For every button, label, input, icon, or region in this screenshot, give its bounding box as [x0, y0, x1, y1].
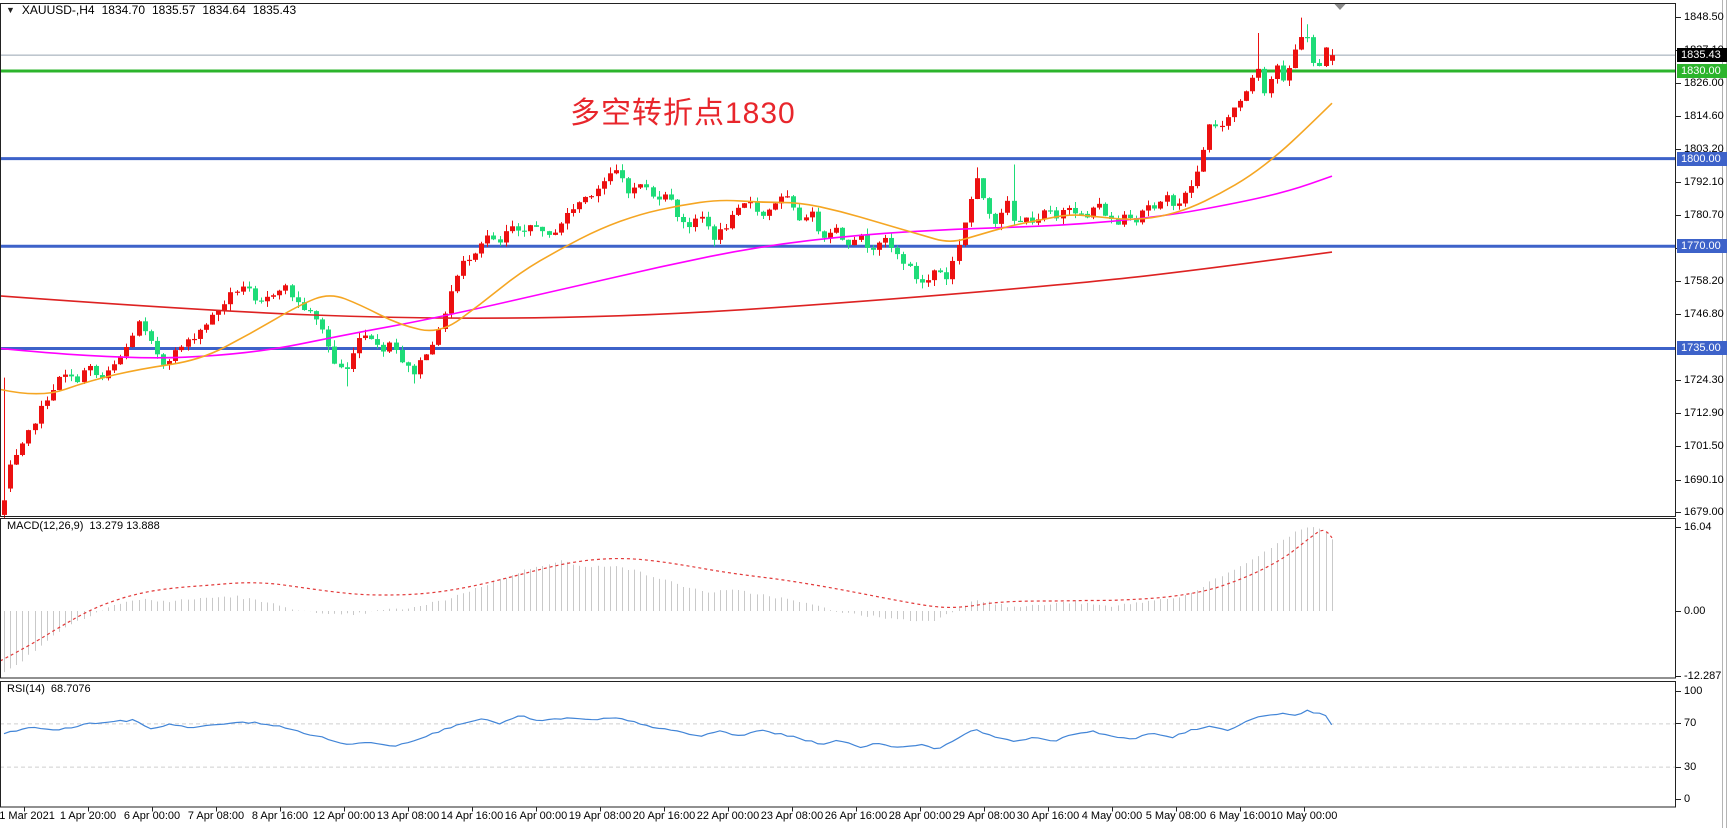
annotation-text: 多空转折点1830	[570, 97, 796, 130]
ohlc-open: 1834.70	[101, 3, 145, 17]
ohlc-header: ▼ XAUUSD-,H4 1834.70 1835.57 1834.64 183…	[6, 3, 296, 17]
ohlc-high: 1835.57	[152, 3, 196, 17]
macd-name: MACD(12,26,9)	[7, 520, 84, 532]
rsi-name: RSI(14)	[7, 683, 45, 695]
collapse-triangle-icon[interactable]: ▼	[6, 5, 15, 15]
symbol-label: XAUUSD-,H4	[21, 3, 95, 17]
macd-indicator-label: MACD(12,26,9) 13.279 13.888	[7, 520, 160, 532]
ohlc-low: 1834.64	[202, 3, 246, 17]
ohlc-close: 1835.43	[252, 3, 297, 17]
rsi-indicator-label: RSI(14) 68.7076	[7, 683, 91, 695]
rsi-value: 68.7076	[50, 683, 91, 695]
macd-values: 13.279 13.888	[89, 520, 160, 532]
